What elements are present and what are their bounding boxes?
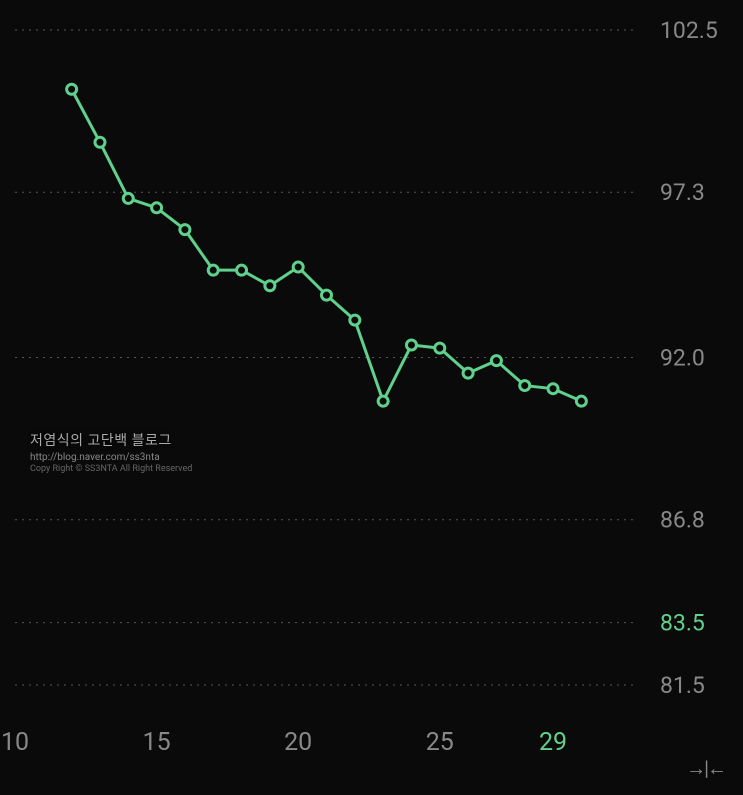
svg-text:92.0: 92.0 bbox=[660, 345, 705, 372]
svg-text:83.5: 83.5 bbox=[660, 610, 705, 637]
svg-text:102.5: 102.5 bbox=[660, 17, 718, 44]
svg-text:15: 15 bbox=[143, 728, 171, 757]
collapse-icon[interactable]: →|← bbox=[686, 756, 725, 781]
svg-text:97.3: 97.3 bbox=[660, 179, 705, 206]
svg-text:20: 20 bbox=[284, 728, 312, 757]
svg-text:86.8: 86.8 bbox=[660, 507, 705, 534]
weight-line-chart: 102.5 97.3 92.0 86.8 83.5 81.5 10 15 20 25 29 bbox=[0, 0, 743, 795]
svg-text:25: 25 bbox=[426, 728, 454, 757]
svg-text:10: 10 bbox=[1, 728, 29, 757]
svg-text:29: 29 bbox=[539, 728, 567, 757]
svg-text:81.5: 81.5 bbox=[660, 672, 705, 699]
